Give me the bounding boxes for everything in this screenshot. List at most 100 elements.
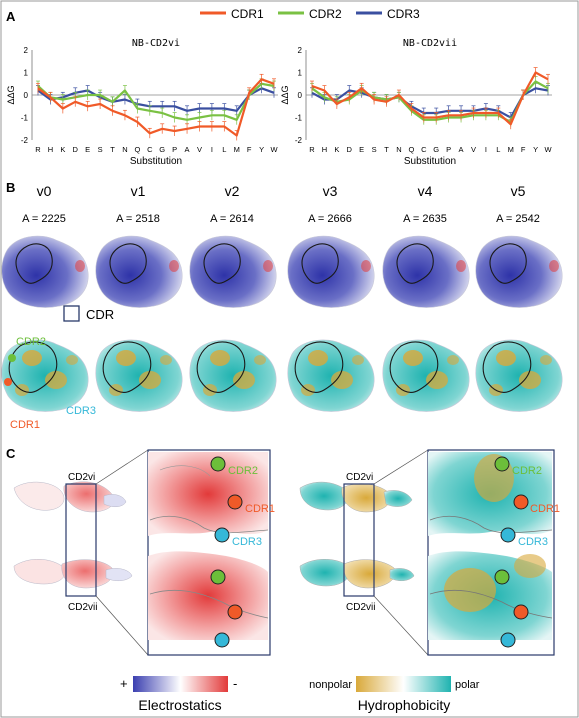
y-tick-label: 0 <box>298 91 303 100</box>
electro-surface <box>382 235 470 308</box>
zoom-line <box>373 449 429 485</box>
variant-area: A = 2542 <box>496 213 540 225</box>
x-tick-label: Y <box>259 145 264 154</box>
cdr-outline <box>203 243 241 284</box>
x-tick-label: Y <box>533 145 538 154</box>
electro-overview <box>13 481 133 589</box>
cdr-outline <box>301 243 339 284</box>
x-tick-label: V <box>197 145 202 154</box>
x-tick-label: A <box>185 145 190 154</box>
electro-surface <box>1 235 89 308</box>
marker-cdr3 <box>214 632 230 648</box>
x-tick-label: M <box>508 145 514 154</box>
variant-grid: v0 A = 2225 v1 A = 2518 v2 A = 2614 v3 A = 2666… <box>1 183 563 412</box>
series-line-cdr3 <box>311 87 549 119</box>
label-cd2vi-electro: CD2vi <box>68 472 95 483</box>
legend-label-cdr1: CDR1 <box>231 7 264 21</box>
panel-label-b: B <box>6 180 15 195</box>
zoom-line <box>95 595 149 656</box>
x-tick-label: E <box>85 145 90 154</box>
electro-zoom-panel <box>147 449 271 656</box>
series-line-cdr1 <box>37 78 275 137</box>
electro-surface <box>475 235 563 308</box>
label-cdr3-hydro: CDR3 <box>518 536 548 548</box>
label-cdr2-hydro: CDR2 <box>512 465 542 477</box>
y-tick-label: -1 <box>295 114 303 123</box>
x-tick-label: F <box>247 145 252 154</box>
x-tick-label: W <box>270 145 278 154</box>
chart-nb-cd2vi: NB-CD2vi 2 1 0 -1 -2 ΔΔG R H K D E S T N Q C G P A V I L M F Y W Su… <box>6 38 278 167</box>
cdr-box-swatch <box>63 305 80 322</box>
x-tick-label: A <box>459 145 464 154</box>
x-tick-label: K <box>60 145 65 154</box>
chart-nb-cd2vii: NB-CD2vii 2 1 0 -1 -2 ΔΔG R H K D E S T N Q C G P A V I L M F Y W S… <box>280 38 552 167</box>
label-cd2vii-electro: CD2vii <box>68 602 97 613</box>
series-line-cdr1 <box>311 71 549 126</box>
hydro-left-label: nonpolar <box>309 679 352 691</box>
x-tick-label: L <box>496 145 500 154</box>
x-tick-label: W <box>544 145 552 154</box>
x-tick-label: C <box>147 145 153 154</box>
cdr2-spot <box>8 354 16 362</box>
y-tick-label: 2 <box>24 46 29 55</box>
y-tick-label: 1 <box>24 69 29 78</box>
variant-area: A = 2635 <box>403 213 447 225</box>
variant-area: A = 2614 <box>210 213 254 225</box>
panel-label-c: C <box>6 446 16 461</box>
x-tick-label: C <box>421 145 427 154</box>
series-line-cdr3 <box>37 87 275 112</box>
variant-area: A = 2518 <box>116 213 160 225</box>
marker-cdr1 <box>227 494 243 510</box>
cdr-outline <box>389 341 439 393</box>
electro-scale-title: Electrostatics <box>138 697 221 713</box>
label-cdr3-b: CDR3 <box>66 405 96 417</box>
x-tick-label: K <box>334 145 339 154</box>
zoom-line <box>373 595 429 656</box>
cdr-outline <box>196 341 246 393</box>
x-tick-label: T <box>110 145 115 154</box>
label-cdr1-electro: CDR1 <box>245 503 275 515</box>
x-tick-label: P <box>446 145 451 154</box>
chart-title: NB-CD2vi <box>132 38 180 49</box>
x-tick-label: E <box>359 145 364 154</box>
label-cd2vi-hydro: CD2vi <box>346 472 373 483</box>
x-tick-label: R <box>35 145 41 154</box>
series-line-cdr2 <box>311 80 549 124</box>
x-tick-label: H <box>322 145 327 154</box>
x-tick-label: N <box>122 145 127 154</box>
x-tick-label: P <box>172 145 177 154</box>
y-tick-label: -2 <box>295 136 303 145</box>
marker-cdr3 <box>500 632 516 648</box>
electro-colorbar <box>133 676 228 692</box>
cdr-outline <box>8 341 58 393</box>
marker-cdr1 <box>513 604 529 620</box>
variant-name: v0 <box>37 183 52 199</box>
variant-name: v2 <box>225 183 240 199</box>
x-tick-label: V <box>471 145 476 154</box>
x-tick-label: T <box>384 145 389 154</box>
hydro-surface <box>95 339 183 412</box>
hydro-surface <box>189 339 277 412</box>
hydro-scale-title: Hydrophobicity <box>358 697 451 713</box>
series-line-cdr2 <box>37 82 275 121</box>
cdr-outline <box>482 341 532 393</box>
variant-area: A = 2225 <box>22 213 66 225</box>
x-tick-label: I <box>211 145 213 154</box>
marker-cdr3 <box>214 527 230 543</box>
variant-name: v5 <box>511 183 526 199</box>
variant-name: v4 <box>418 183 433 199</box>
marker-cdr2 <box>494 456 510 472</box>
x-tick-label: R <box>309 145 315 154</box>
electro-surface <box>95 235 183 308</box>
cdr-outline <box>294 341 344 393</box>
hydro-overview <box>299 481 415 589</box>
electro-zoom-box <box>65 483 97 597</box>
cdr1-spot <box>4 378 12 386</box>
y-axis-label: ΔΔG <box>280 85 290 104</box>
x-tick-label: F <box>521 145 526 154</box>
label-cdr2-electro: CDR2 <box>228 465 258 477</box>
y-tick-label: 1 <box>298 69 303 78</box>
hydro-surface <box>287 339 375 412</box>
legend-label-cdr2: CDR2 <box>309 7 342 21</box>
